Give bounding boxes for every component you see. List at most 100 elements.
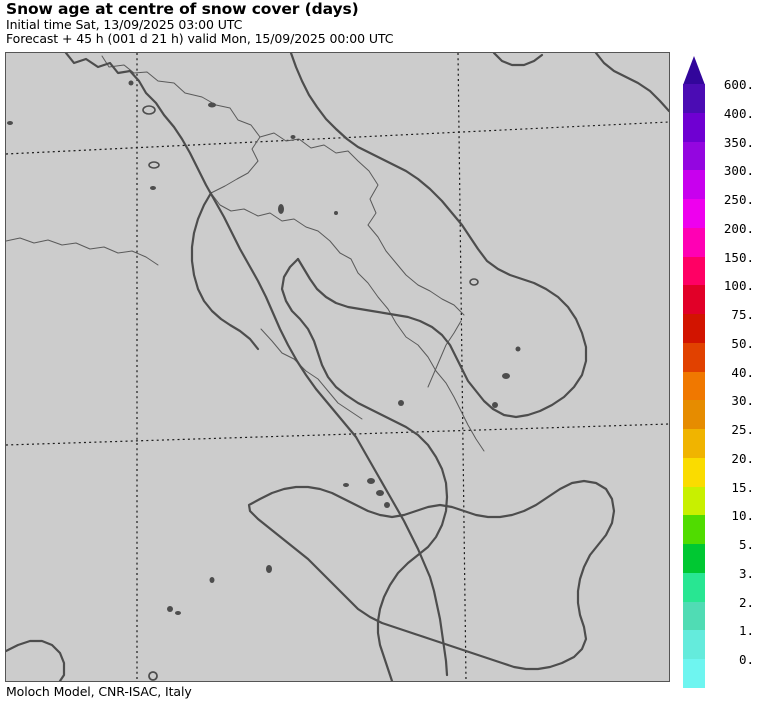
island-dot: [128, 80, 134, 86]
lake-outline: [148, 161, 160, 169]
colorbar-band: [683, 170, 705, 199]
island-dot: [175, 611, 181, 615]
colorbar-tick-label: 75.: [731, 307, 754, 322]
island-dot: [150, 186, 156, 190]
region-border: [367, 224, 465, 316]
coastline-island-fragment: [6, 639, 66, 681]
colorbar-tick-label: 5.: [738, 537, 754, 552]
colorbar-band: [683, 256, 705, 286]
colorbar-tick-label: 40.: [731, 364, 754, 380]
colorbar-tick-label: 30.: [731, 393, 754, 409]
colorbar-tick-label: 350.: [723, 134, 754, 150]
colorbar-tick-label: 10.: [731, 508, 754, 524]
region-border: [395, 322, 485, 452]
colorbar-band: [683, 285, 705, 314]
island-dot: [334, 211, 338, 215]
island-dot: [209, 577, 215, 583]
forecast-validity-label: Forecast + 45 h (001 d 21 h) valid Mon, …: [6, 31, 394, 46]
island-dot: [167, 606, 173, 612]
coastline-east: [289, 53, 588, 419]
colorbar-band: [683, 486, 705, 516]
colorbar-tick-label: 150.: [723, 249, 754, 265]
region-border: [427, 320, 462, 388]
initial-time-label: Initial time Sat, 13/09/2025 03:00 UTC: [6, 17, 243, 32]
colorbar-band: [683, 400, 705, 429]
graticule-parallel: [6, 423, 669, 446]
graticule-meridian: [457, 53, 467, 681]
header: Snow age at centre of snow cover (days) …: [6, 0, 706, 46]
colorbar-tick-label: 3.: [738, 565, 754, 581]
colorbar-tick-label: 100.: [723, 278, 754, 294]
colorbar-tick-label: 400.: [723, 105, 754, 121]
graticule: [6, 53, 669, 681]
colorbar-band: [683, 515, 705, 544]
colorbar-top-arrow: [683, 56, 705, 85]
island-dot: [376, 490, 384, 496]
coastline-west: [64, 53, 449, 677]
colorbar-tick-labels: 600. 400. 350. 300. 250. 200. 150. 100. 75. 50. 40…: [706, 56, 758, 676]
colorbar-band: [683, 572, 705, 602]
island-dot: [367, 478, 375, 484]
island-dot: [343, 483, 349, 487]
colorbar-band: [683, 199, 705, 228]
island-dot: [398, 400, 404, 406]
colorbar-tick-label: 20.: [731, 450, 754, 466]
coastline-balkan: [594, 53, 669, 113]
island-dot: [208, 102, 216, 108]
island-dot: [7, 121, 13, 125]
page-title: Snow age at centre of snow cover (days): [6, 0, 359, 18]
colorbar-tick-label: 600.: [723, 77, 754, 92]
footer-credit: Moloch Model, CNR-ISAC, Italy: [6, 684, 192, 699]
colorbar-tick-label: 300.: [723, 163, 754, 179]
island-dot: [290, 135, 296, 139]
colorbar-tick-label: 25.: [731, 422, 754, 437]
colorbar-tick-label: 50.: [731, 335, 754, 351]
coastline-ionian: [280, 257, 449, 681]
island-dot: [515, 346, 521, 352]
colorbar-tick-label: 1.: [738, 623, 754, 639]
colorbar-tick-label: 250.: [723, 192, 754, 207]
coastline-calabria-west: [190, 191, 260, 351]
colorbar-band: [683, 659, 705, 688]
region-border: [259, 132, 379, 226]
region-border: [101, 55, 261, 194]
small-islands: [7, 80, 521, 681]
colorbar-tick-label: 0.: [738, 652, 754, 667]
colorbar-band: [683, 342, 705, 372]
region-border: [210, 192, 397, 324]
island-dot: [384, 502, 390, 508]
colorbar-band: [683, 112, 705, 142]
lake-outline: [142, 105, 156, 115]
island-dot: [266, 565, 272, 573]
colorbar-tick-label: 200.: [723, 220, 754, 236]
coastline-island: [492, 53, 544, 67]
coastlines: [6, 53, 669, 681]
colorbar-band: [683, 314, 705, 343]
map-frame[interactable]: [5, 52, 670, 682]
colorbar-tick-label: 2.: [738, 594, 754, 610]
colorbar-band: [683, 84, 705, 113]
lake-dot: [278, 204, 284, 214]
colorbar-bands: [683, 84, 705, 688]
region-borders: [6, 55, 485, 452]
arrow-triangle: [683, 56, 705, 85]
map-background: [6, 53, 669, 681]
colorbar-band: [683, 544, 705, 573]
region-border: [6, 237, 159, 266]
island-outline: [148, 671, 158, 681]
graticule-parallel: [6, 121, 669, 155]
island-dot: [502, 373, 510, 379]
map-canvas: [6, 53, 669, 681]
coastline-sicily: [247, 479, 616, 671]
island-dot: [492, 402, 498, 408]
colorbar-band: [683, 601, 705, 631]
colorbar-band: [683, 457, 705, 487]
colorbar-band: [683, 371, 705, 401]
colorbar-band: [683, 630, 705, 659]
colorbar-band: [683, 227, 705, 257]
colorbar-band: [683, 429, 705, 458]
colorbar-tick-label: 15.: [731, 479, 754, 495]
lake-outline: [469, 278, 479, 286]
region-border: [260, 328, 363, 420]
colorbar: [683, 56, 705, 688]
